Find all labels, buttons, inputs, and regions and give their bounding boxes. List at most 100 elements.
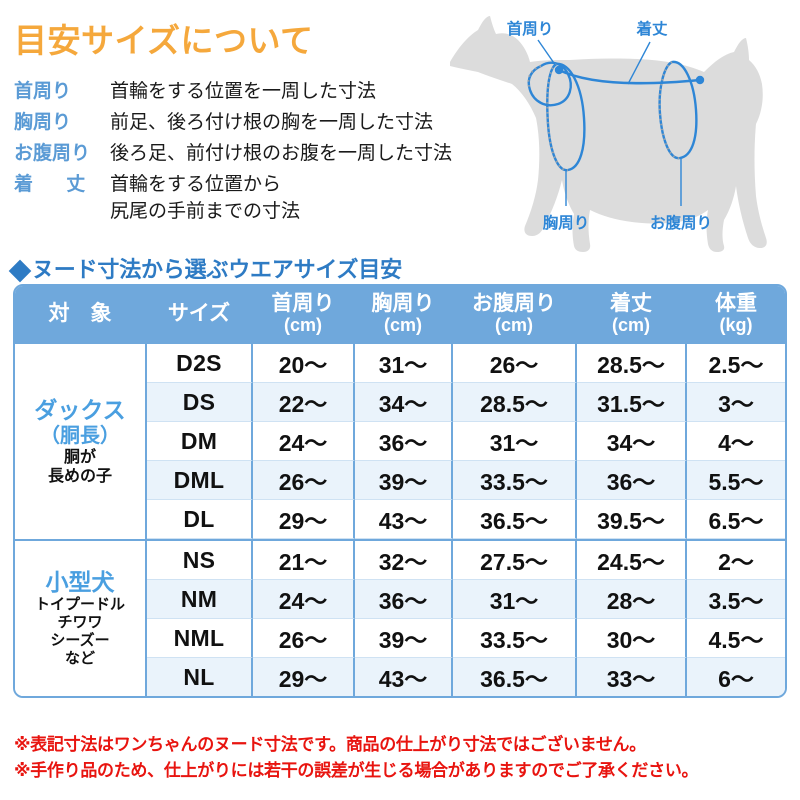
diagram-label-chest: 胸周り — [543, 213, 590, 232]
cell-chest: 39～ — [355, 619, 453, 658]
diagram-label-length: 着丈 — [636, 19, 668, 38]
legend-desc-length: 首輪をする位置から 尻尾の手前までの寸法 — [110, 171, 300, 225]
cell-size: DML — [147, 461, 253, 500]
col-header-length: 着丈 (cm) — [577, 286, 687, 344]
chest-circumference-dotted — [546, 63, 569, 172]
cell-weight: 3～ — [687, 383, 785, 422]
cell-chest: 43～ — [355, 658, 453, 696]
legend-desc-neck: 首輪をする位置を一周した寸法 — [110, 81, 377, 102]
legend-row-belly: お腹周り 後ろ足、前付け根のお腹を一周した寸法 — [14, 140, 484, 169]
cell-belly: 26～ — [453, 344, 577, 383]
group-cell-small-dog: 小型犬 トイプードル チワワ シーズー など — [15, 539, 147, 696]
legend-term-chest: 胸周り — [14, 112, 72, 133]
cell-neck: 29～ — [253, 658, 355, 696]
cell-neck: 24～ — [253, 580, 355, 619]
cell-weight: 2～ — [687, 539, 785, 580]
legend-term-neck: 首周り — [14, 81, 72, 102]
dog-silhouette-icon — [450, 16, 767, 252]
group-note-line3: シーズー — [50, 632, 110, 650]
cell-neck: 24～ — [253, 422, 355, 461]
cell-size: D2S — [147, 344, 253, 383]
col-header-belly-unit: (cm) — [494, 314, 533, 335]
group-label-main: ダックス — [34, 396, 126, 423]
group-note-line1: 胴が — [63, 448, 96, 466]
cell-belly: 36.5～ — [453, 658, 577, 696]
col-header-length-label: 着丈 — [610, 291, 652, 315]
cell-belly: 33.5～ — [453, 461, 577, 500]
legend-row-chest: 胸周り 前足、後ろ付け根の胸を一周した寸法 — [14, 109, 484, 138]
table-row: DS 22～ 34～ 28.5～ 31.5～ 3～ — [15, 383, 785, 422]
cell-belly: 28.5～ — [453, 383, 577, 422]
col-header-chest: 胸周り (cm) — [355, 286, 453, 344]
diagram-label-belly: お腹周り — [650, 213, 712, 232]
cell-chest: 36～ — [355, 580, 453, 619]
cell-size: NS — [147, 539, 253, 580]
col-header-neck-unit: (cm) — [283, 314, 322, 335]
legend-desc-chest: 前足、後ろ付け根の胸を一周した寸法 — [110, 112, 434, 133]
cell-size: DS — [147, 383, 253, 422]
legend-row-neck: 首周り 首輪をする位置を一周した寸法 — [14, 78, 484, 107]
group-note-line2: 長めの子 — [47, 468, 112, 486]
cell-weight: 4～ — [687, 422, 785, 461]
cell-length: 24.5～ — [577, 539, 687, 580]
col-header-weight: 体重 (kg) — [687, 286, 785, 344]
col-header-target: 対 象 — [15, 286, 147, 344]
cell-chest: 31～ — [355, 344, 453, 383]
size-table-container: 対 象 サイズ 首周り (cm) 胸周り (cm) お腹周り — [13, 284, 787, 698]
belly-circumference-dotted — [658, 61, 681, 160]
cell-neck: 26～ — [253, 461, 355, 500]
table-row: DML 26～ 39～ 33.5～ 36～ 5.5～ — [15, 461, 785, 500]
table-row: DL 29～ 43～ 36.5～ 39.5～ 6.5～ — [15, 500, 785, 539]
dog-body-shape — [450, 16, 767, 252]
col-header-belly: お腹周り (cm) — [453, 286, 577, 344]
cell-weight: 5.5～ — [687, 461, 785, 500]
col-header-chest-label: 胸周り — [371, 291, 435, 315]
cell-length: 33～ — [577, 658, 687, 696]
size-table: 対 象 サイズ 首周り (cm) 胸周り (cm) お腹周り — [13, 284, 787, 698]
footnote-1: ※表記寸法はワンちゃんのヌード寸法です。商品の仕上がり寸法ではございません。 — [14, 735, 646, 754]
group-label-main: 小型犬 — [45, 568, 115, 595]
col-header-weight-unit: (kg) — [719, 314, 753, 335]
footnotes: ※表記寸法はワンちゃんのヌード寸法です。商品の仕上がり寸法ではございません。 ※… — [14, 732, 794, 785]
cell-belly: 31～ — [453, 580, 577, 619]
table-row: DM 24～ 36～ 31～ 34～ 4～ — [15, 422, 785, 461]
legend-term-length: 着 丈 — [14, 174, 100, 195]
legend-term-belly: お腹周り — [14, 143, 91, 164]
table-header-row: 対 象 サイズ 首周り (cm) 胸周り (cm) お腹周り — [15, 286, 785, 344]
cell-neck: 21～ — [253, 539, 355, 580]
col-header-neck-label: 首周り — [271, 291, 335, 315]
measurement-legend: 首周り 首輪をする位置を一周した寸法 胸周り 前足、後ろ付け根の胸を一周した寸法… — [14, 78, 484, 229]
cell-size: NL — [147, 658, 253, 696]
group-cell-dachshund: ダックス （胴長） 胴が 長めの子 — [15, 344, 147, 539]
cell-neck: 22～ — [253, 383, 355, 422]
col-header-size: サイズ — [147, 286, 253, 344]
legend-desc-belly: 後ろ足、前付け根のお腹を一周した寸法 — [110, 143, 453, 164]
section-heading-text: ヌード寸法から選ぶウエアサイズ目安 — [32, 257, 402, 282]
cell-weight: 3.5～ — [687, 580, 785, 619]
group-note-line1: トイプードル — [34, 596, 125, 614]
cell-size: DM — [147, 422, 253, 461]
cell-weight: 4.5～ — [687, 619, 785, 658]
table-row: NM 24～ 36～ 31～ 28～ 3.5～ — [15, 580, 785, 619]
col-header-size-label: サイズ — [167, 301, 231, 325]
cell-chest: 39～ — [355, 461, 453, 500]
cell-length: 36～ — [577, 461, 687, 500]
group-note-line2: チワワ — [57, 614, 103, 632]
cell-chest: 36～ — [355, 422, 453, 461]
cell-chest: 43～ — [355, 500, 453, 539]
section-heading: ヌード寸法から選ぶウエアサイズ目安 — [8, 252, 402, 284]
col-header-chest-unit: (cm) — [383, 314, 422, 335]
cell-length: 34～ — [577, 422, 687, 461]
cell-belly: 36.5～ — [453, 500, 577, 539]
cell-chest: 32～ — [355, 539, 453, 580]
cell-neck: 29～ — [253, 500, 355, 539]
diamond-bullet-icon — [8, 259, 32, 283]
table-row: 小型犬 トイプードル チワワ シーズー など NS 21～ 32～ 27.5～ … — [15, 539, 785, 696]
col-header-belly-label: お腹周り — [472, 291, 556, 315]
cell-weight: 2.5～ — [687, 344, 785, 383]
cell-weight: 6.5～ — [687, 500, 785, 539]
cell-length: 28.5～ — [577, 344, 687, 383]
table-row: NL 29～ 43～ 36.5～ 33～ 6～ — [15, 658, 785, 696]
cell-size: DL — [147, 500, 253, 539]
cell-length: 31.5～ — [577, 383, 687, 422]
